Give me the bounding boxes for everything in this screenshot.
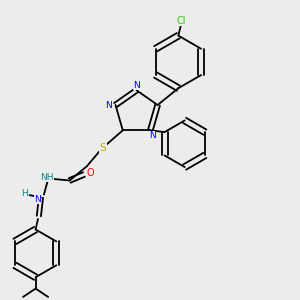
Text: N: N (106, 100, 112, 109)
Text: N: N (149, 131, 156, 140)
Text: O: O (87, 168, 94, 178)
Text: N: N (133, 81, 140, 90)
Text: NH: NH (40, 173, 54, 182)
Text: N: N (34, 194, 41, 203)
Text: H: H (21, 189, 28, 198)
Text: S: S (100, 143, 106, 153)
Text: Cl: Cl (176, 16, 185, 26)
